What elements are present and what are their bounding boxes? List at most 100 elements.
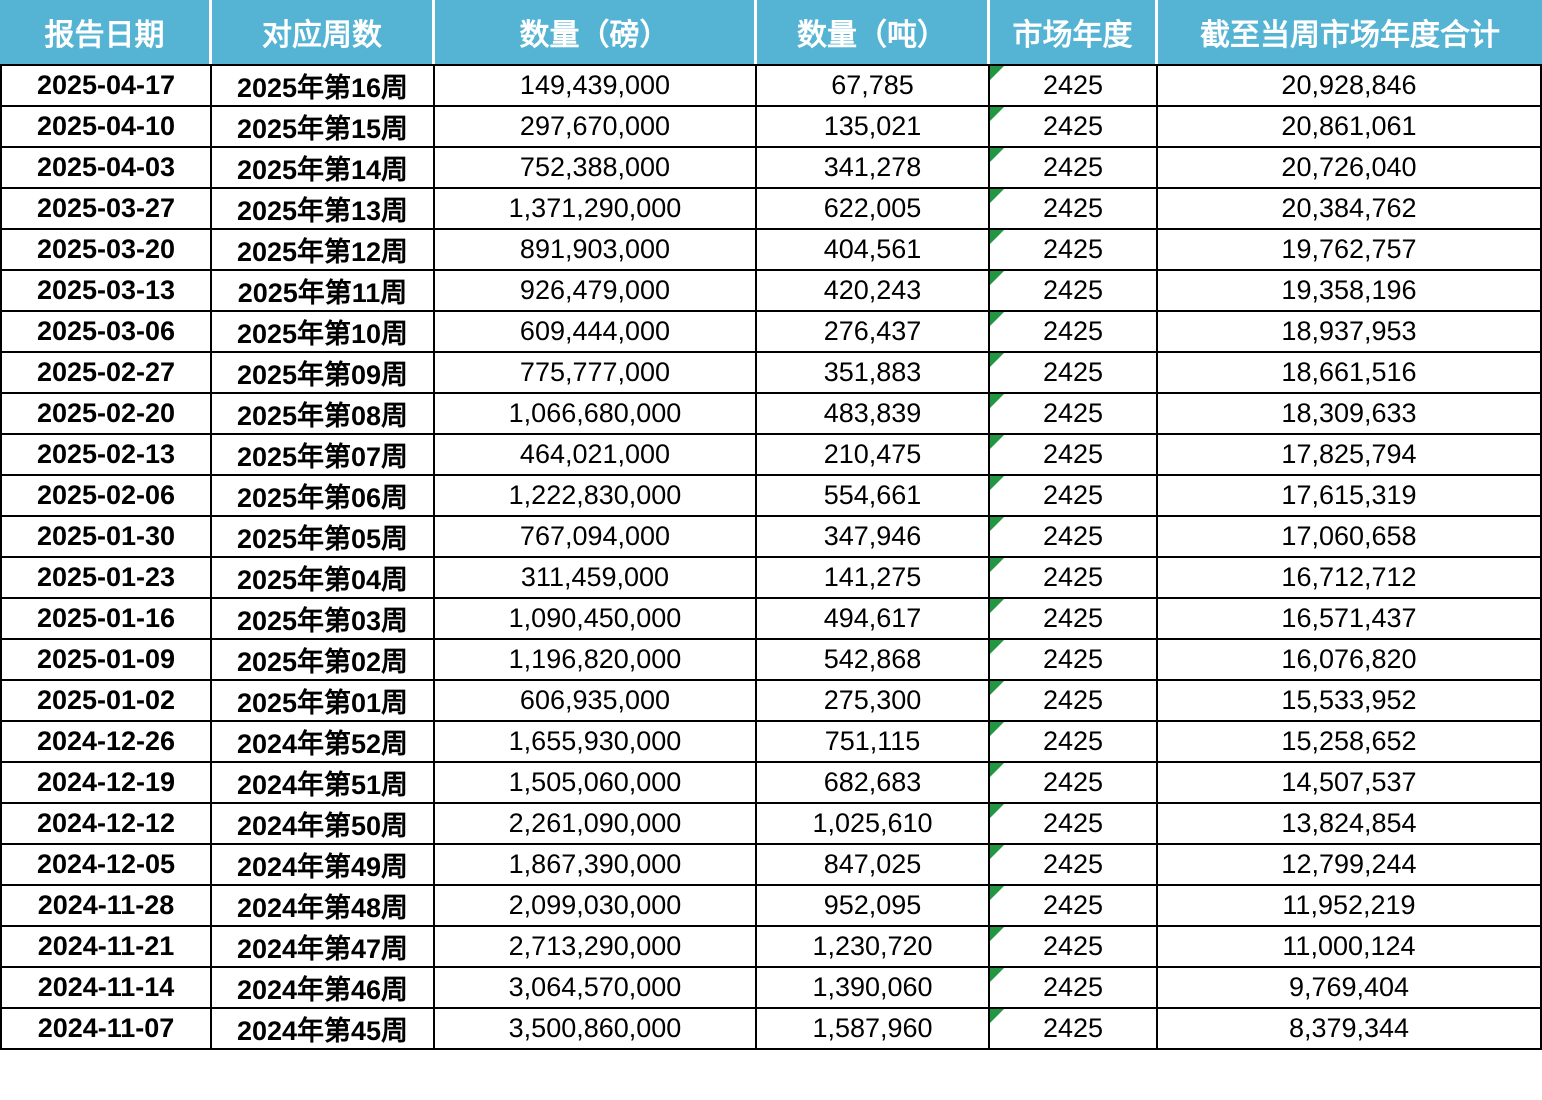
table-row: 2025-02-13 2025年第07周 464,021,000 210,475 242… <box>0 435 1542 476</box>
table-row: 2024-12-05 2024年第49周 1,867,390,000 847,025 2… <box>0 845 1542 886</box>
report-date-cell: 2025-01-23 <box>0 558 212 599</box>
report-date-cell: 2025-03-27 <box>0 189 212 230</box>
table-row: 2024-11-28 2024年第48周 2,099,030,000 952,095 2… <box>0 886 1542 927</box>
quantity-pounds-cell: 2,099,030,000 <box>435 886 757 927</box>
quantity-tons-cell: 847,025 <box>757 845 990 886</box>
marketing-year-cumulative-cell: 15,533,952 <box>1158 681 1542 722</box>
quantity-pounds-value: 297,670,000 <box>519 111 671 141</box>
quantity-pounds-cell: 891,903,000 <box>435 230 757 271</box>
report-date-value: 2024-12-19 <box>36 767 176 797</box>
market-year-cell: 2425 <box>990 189 1158 230</box>
quantity-tons-cell: 483,839 <box>757 394 990 435</box>
quantity-tons-value: 420,243 <box>823 275 922 305</box>
error-flag-icon <box>990 763 1004 777</box>
market-year-cell: 2425 <box>990 517 1158 558</box>
market-year-value: 2425 <box>1042 521 1104 551</box>
quantity-tons-cell: 554,661 <box>757 476 990 517</box>
quantity-pounds-value: 3,500,860,000 <box>508 1013 682 1043</box>
quantity-tons-cell: 1,587,960 <box>757 1009 990 1050</box>
marketing-year-cumulative-value: 16,076,820 <box>1281 644 1417 674</box>
table-row: 2025-03-13 2025年第11周 926,479,000 420,243 242… <box>0 271 1542 312</box>
quantity-pounds-value: 1,196,820,000 <box>508 644 682 674</box>
report-date-value: 2024-12-26 <box>36 726 176 756</box>
market-year-cell: 2425 <box>990 148 1158 189</box>
market-year-value: 2425 <box>1042 1013 1104 1043</box>
table-row: 2025-03-20 2025年第12周 891,903,000 404,561 242… <box>0 230 1542 271</box>
quantity-pounds-value: 1,090,450,000 <box>508 603 682 633</box>
week-number-cell: 2025年第08周 <box>212 394 435 435</box>
report-date-cell: 2024-12-05 <box>0 845 212 886</box>
table-row: 2025-04-10 2025年第15周 297,670,000 135,021 242… <box>0 107 1542 148</box>
error-flag-icon <box>990 517 1004 531</box>
quantity-tons-cell: 276,437 <box>757 312 990 353</box>
quantity-pounds-cell: 1,222,830,000 <box>435 476 757 517</box>
market-year-value: 2425 <box>1042 357 1104 387</box>
report-date-cell: 2024-12-19 <box>0 763 212 804</box>
week-number-value: 2025年第11周 <box>237 278 408 308</box>
marketing-year-cumulative-value: 17,060,658 <box>1281 521 1417 551</box>
marketing-year-cumulative-value: 20,861,061 <box>1281 111 1417 141</box>
report-date-cell: 2024-12-26 <box>0 722 212 763</box>
week-number-value: 2025年第02周 <box>236 647 409 677</box>
market-year-value: 2425 <box>1042 316 1104 346</box>
quantity-tons-cell: 135,021 <box>757 107 990 148</box>
marketing-year-cumulative-value: 18,937,953 <box>1281 316 1417 346</box>
week-number-cell: 2025年第02周 <box>212 640 435 681</box>
market-year-cell: 2425 <box>990 1009 1158 1050</box>
report-date-cell: 2024-12-12 <box>0 804 212 845</box>
week-number-cell: 2024年第51周 <box>212 763 435 804</box>
report-date-value: 2025-01-23 <box>36 562 176 592</box>
marketing-year-cumulative-value: 20,726,040 <box>1281 152 1417 182</box>
market-year-cell: 2425 <box>990 886 1158 927</box>
quantity-pounds-cell: 926,479,000 <box>435 271 757 312</box>
quantity-pounds-cell: 297,670,000 <box>435 107 757 148</box>
report-date-cell: 2025-02-20 <box>0 394 212 435</box>
market-year-value: 2425 <box>1042 193 1104 223</box>
week-number-cell: 2024年第52周 <box>212 722 435 763</box>
market-year-value: 2425 <box>1042 972 1104 1002</box>
quantity-pounds-value: 1,222,830,000 <box>508 480 682 510</box>
market-year-value: 2425 <box>1042 275 1104 305</box>
week-number-cell: 2024年第49周 <box>212 845 435 886</box>
quantity-tons-value: 347,946 <box>823 521 922 551</box>
error-flag-icon <box>990 640 1004 654</box>
report-date-value: 2025-01-02 <box>36 685 176 715</box>
report-date-value: 2025-04-03 <box>36 152 176 182</box>
column-header-week-number: 对应周数 <box>212 0 435 64</box>
week-number-value: 2024年第46周 <box>236 975 409 1005</box>
quantity-pounds-cell: 775,777,000 <box>435 353 757 394</box>
week-number-value: 2024年第51周 <box>236 770 409 800</box>
marketing-year-cumulative-cell: 17,825,794 <box>1158 435 1542 476</box>
marketing-year-cumulative-cell: 16,076,820 <box>1158 640 1542 681</box>
table-row: 2024-11-21 2024年第47周 2,713,290,000 1,230,72… <box>0 927 1542 968</box>
table-row: 2025-02-20 2025年第08周 1,066,680,000 483,839 2… <box>0 394 1542 435</box>
report-date-value: 2025-02-20 <box>36 398 176 428</box>
market-year-value: 2425 <box>1042 603 1104 633</box>
week-number-cell: 2025年第05周 <box>212 517 435 558</box>
report-date-cell: 2024-11-14 <box>0 968 212 1009</box>
week-number-value: 2025年第04周 <box>236 565 409 595</box>
market-year-value: 2425 <box>1042 480 1104 510</box>
quantity-pounds-value: 2,099,030,000 <box>508 890 682 920</box>
market-year-value: 2425 <box>1042 849 1104 879</box>
error-flag-icon <box>990 968 1004 982</box>
quantity-pounds-cell: 311,459,000 <box>435 558 757 599</box>
table-row: 2025-02-27 2025年第09周 775,777,000 351,883 242… <box>0 353 1542 394</box>
week-number-cell: 2025年第12周 <box>212 230 435 271</box>
week-number-cell: 2025年第11周 <box>212 271 435 312</box>
quantity-pounds-value: 149,439,000 <box>519 70 671 100</box>
quantity-pounds-value: 464,021,000 <box>519 439 671 469</box>
error-flag-icon <box>990 394 1004 408</box>
quantity-tons-cell: 622,005 <box>757 189 990 230</box>
marketing-year-cumulative-value: 17,825,794 <box>1281 439 1417 469</box>
error-flag-icon <box>990 558 1004 572</box>
quantity-tons-value: 494,617 <box>823 603 922 633</box>
quantity-pounds-cell: 609,444,000 <box>435 312 757 353</box>
market-year-cell: 2425 <box>990 599 1158 640</box>
marketing-year-cumulative-cell: 8,379,344 <box>1158 1009 1542 1050</box>
report-date-value: 2025-01-30 <box>36 521 176 551</box>
quantity-pounds-cell: 1,196,820,000 <box>435 640 757 681</box>
quantity-pounds-cell: 767,094,000 <box>435 517 757 558</box>
report-date-value: 2025-03-13 <box>36 275 176 305</box>
quantity-pounds-value: 2,713,290,000 <box>508 931 682 961</box>
